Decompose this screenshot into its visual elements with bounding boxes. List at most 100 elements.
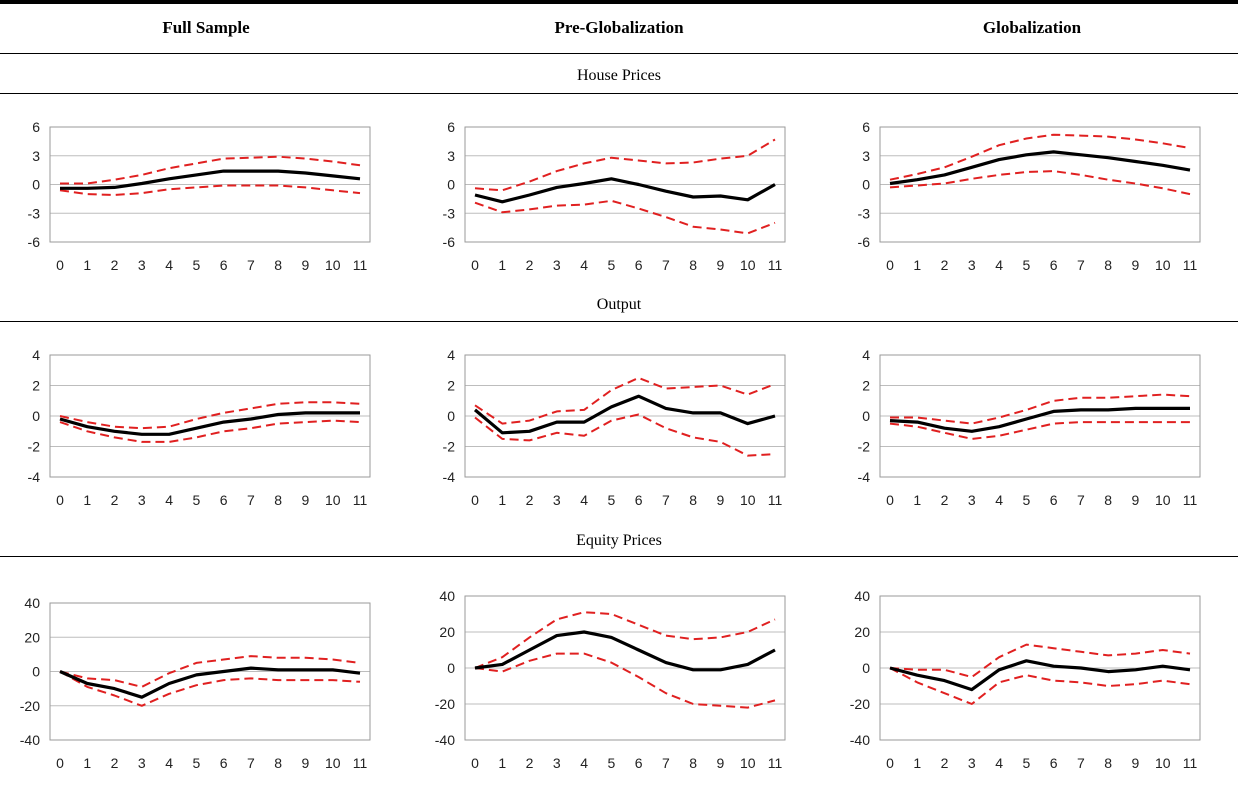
x-tick-label: 4 xyxy=(995,257,1003,273)
x-tick-label: 1 xyxy=(913,755,921,771)
y-tick-label: -6 xyxy=(858,234,871,250)
x-tick-label: 2 xyxy=(941,755,949,771)
x-tick-label: 0 xyxy=(886,492,894,508)
central-response-line xyxy=(474,630,776,672)
y-tick-label: 6 xyxy=(32,119,40,135)
x-tick-label: 10 xyxy=(740,257,756,273)
x-tick-label: 11 xyxy=(353,755,368,771)
y-tick-label: 2 xyxy=(447,378,455,394)
x-tick-label: 4 xyxy=(580,755,588,771)
chart-output-pre-globalization: 4 2 0 -2 -4 0 1 2 3 4 5 6 7 8 9 10 11 xyxy=(443,347,786,508)
plot-area-frame xyxy=(879,126,1201,243)
chart-house-prices-globalization: 6 3 0 -3 -6 0 1 2 3 4 5 6 7 8 9 10 11 xyxy=(858,119,1201,273)
x-tick-label: 9 xyxy=(717,257,725,273)
x-tick-label: 9 xyxy=(1132,492,1140,508)
x-tick-label: 6 xyxy=(1050,492,1058,508)
x-tick-label: 3 xyxy=(553,492,561,508)
x-tick-label: 4 xyxy=(165,755,173,771)
y-tick-label: 0 xyxy=(32,177,40,193)
x-tick-label: 3 xyxy=(968,257,976,273)
column-header-full-sample: Full Sample xyxy=(162,18,250,37)
central-response-line xyxy=(889,406,1190,433)
central-response-line xyxy=(60,169,361,190)
x-tick-label: 11 xyxy=(1183,755,1198,771)
y-tick-label: -4 xyxy=(443,469,456,485)
x-tick-label: 2 xyxy=(526,492,534,508)
x-tick-label: 5 xyxy=(192,755,200,771)
x-tick-label: 11 xyxy=(1183,492,1198,508)
section-rule-house-prices xyxy=(0,93,1238,94)
y-tick-label: -2 xyxy=(858,439,871,455)
x-tick-label: 10 xyxy=(325,492,341,508)
section-rule-output-top xyxy=(0,321,1238,322)
y-tick-label: 0 xyxy=(862,408,870,424)
x-tick-label: 1 xyxy=(83,755,91,771)
x-tick-label: 2 xyxy=(526,755,534,771)
section-title-equity-prices: Equity Prices xyxy=(576,532,662,549)
y-tick-label: 2 xyxy=(862,378,870,394)
x-tick-label: 0 xyxy=(56,257,64,273)
x-tick-label: 8 xyxy=(1104,492,1112,508)
lower-band-line xyxy=(474,652,776,709)
x-tick-label: 4 xyxy=(995,755,1003,771)
x-tick-label: 3 xyxy=(968,492,976,508)
y-tick-label: 40 xyxy=(439,588,455,604)
x-tick-label: 7 xyxy=(662,755,670,771)
upper-band-line xyxy=(59,655,361,688)
y-tick-label: 6 xyxy=(447,119,455,135)
x-tick-label: 8 xyxy=(689,257,697,273)
chart-output-full-sample: 4 2 0 -2 -4 0 1 2 3 4 5 6 7 8 9 10 11 xyxy=(28,347,371,508)
x-tick-label: 11 xyxy=(768,755,783,771)
lower-band-line xyxy=(59,184,361,196)
x-tick-label: 0 xyxy=(886,257,894,273)
chart-house-prices-full-sample: 6 3 0 -3 -6 0 1 2 3 4 5 6 7 8 9 10 11 xyxy=(28,119,371,273)
y-tick-label: -20 xyxy=(435,696,455,712)
x-tick-label: 11 xyxy=(768,257,783,273)
section-rule-equity-top xyxy=(0,556,1238,557)
y-tick-label: -20 xyxy=(850,696,870,712)
central-response-line xyxy=(889,659,1191,692)
x-tick-label: 7 xyxy=(1077,257,1085,273)
y-tick-label: 3 xyxy=(32,148,40,164)
x-tick-label: 2 xyxy=(111,492,119,508)
x-tick-label: 0 xyxy=(471,755,479,771)
y-tick-label: -20 xyxy=(20,698,40,714)
y-tick-label: -4 xyxy=(858,469,871,485)
x-tick-label: 6 xyxy=(635,492,643,508)
x-tick-label: 9 xyxy=(717,492,725,508)
x-tick-label: 8 xyxy=(689,492,697,508)
central-response-line xyxy=(59,666,361,699)
chart-house-prices-pre-globalization: 6 3 0 -3 -6 0 1 2 3 4 5 6 7 8 9 10 11 xyxy=(443,119,786,273)
lower-band-line xyxy=(889,170,1191,196)
central-response-line xyxy=(889,150,1191,186)
lower-band-line xyxy=(474,413,776,457)
x-tick-label: 7 xyxy=(247,755,255,771)
y-tick-label: 0 xyxy=(862,660,870,676)
central-response-line xyxy=(474,177,776,204)
x-tick-label: 6 xyxy=(1050,755,1058,771)
x-tick-label: 4 xyxy=(995,492,1003,508)
x-tick-label: 6 xyxy=(220,257,228,273)
x-tick-label: 4 xyxy=(580,492,588,508)
x-tick-label: 6 xyxy=(1050,257,1058,273)
upper-band-line xyxy=(474,611,776,669)
x-tick-label: 11 xyxy=(353,492,368,508)
y-tick-label: -3 xyxy=(443,205,456,221)
y-tick-label: 6 xyxy=(862,119,870,135)
x-tick-label: 10 xyxy=(740,492,756,508)
x-tick-label: 1 xyxy=(498,755,506,771)
upper-band-line xyxy=(889,133,1191,181)
y-tick-label: -40 xyxy=(850,732,870,748)
x-tick-label: 2 xyxy=(941,492,949,508)
x-tick-label: 1 xyxy=(913,257,921,273)
y-tick-label: 4 xyxy=(32,347,40,363)
x-tick-label: 3 xyxy=(968,755,976,771)
y-tick-label: -2 xyxy=(443,439,456,455)
x-tick-label: 1 xyxy=(83,492,91,508)
x-tick-label: 0 xyxy=(471,492,479,508)
upper-band-line xyxy=(60,155,361,185)
x-tick-label: 11 xyxy=(768,492,783,508)
y-tick-label: 40 xyxy=(854,588,870,604)
x-tick-label: 9 xyxy=(302,755,310,771)
header-rule xyxy=(0,53,1238,54)
